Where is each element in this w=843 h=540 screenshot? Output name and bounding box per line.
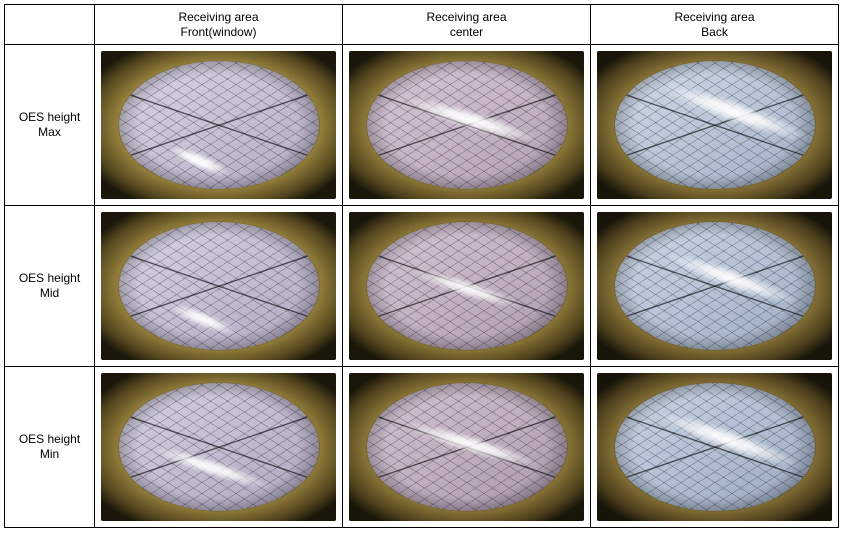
col-header-line1: Receiving area xyxy=(426,10,506,24)
row-header-line1: OES height xyxy=(19,271,80,285)
col-header-1: Receiving area center xyxy=(343,5,591,45)
wafer-cell-0-1 xyxy=(343,45,591,206)
wafer-cell-2-2 xyxy=(591,367,839,528)
wafer-image xyxy=(349,51,584,199)
wafer-cell-0-0 xyxy=(95,45,343,206)
wafer-matrix-table: Receiving area Front(window) Receiving a… xyxy=(4,4,839,528)
wafer-image xyxy=(597,212,832,360)
col-header-line2: center xyxy=(450,25,483,39)
wafer-cell-1-2 xyxy=(591,206,839,367)
wafer-cell-1-0 xyxy=(95,206,343,367)
row-header-line1: OES height xyxy=(19,110,80,124)
wafer-image xyxy=(101,373,336,521)
header-row: Receiving area Front(window) Receiving a… xyxy=(5,5,839,45)
col-header-line2: Back xyxy=(701,25,728,39)
row-header-0: OES height Max xyxy=(5,45,95,206)
row-header-line2: Max xyxy=(38,125,61,139)
wafer-image xyxy=(349,373,584,521)
row-header-line2: Min xyxy=(40,447,59,461)
wafer-image xyxy=(349,212,584,360)
col-header-line1: Receiving area xyxy=(178,10,258,24)
col-header-line2: Front(window) xyxy=(180,25,256,39)
wafer-image xyxy=(101,212,336,360)
row-header-2: OES height Min xyxy=(5,367,95,528)
row-header-line1: OES height xyxy=(19,432,80,446)
data-row-2: OES height Min xyxy=(5,367,839,528)
wafer-cell-1-1 xyxy=(343,206,591,367)
row-header-1: OES height Mid xyxy=(5,206,95,367)
wafer-cell-2-0 xyxy=(95,367,343,528)
wafer-image xyxy=(597,373,832,521)
corner-cell xyxy=(5,5,95,45)
data-row-0: OES height Max xyxy=(5,45,839,206)
wafer-image xyxy=(101,51,336,199)
col-header-2: Receiving area Back xyxy=(591,5,839,45)
col-header-0: Receiving area Front(window) xyxy=(95,5,343,45)
data-row-1: OES height Mid xyxy=(5,206,839,367)
col-header-line1: Receiving area xyxy=(674,10,754,24)
row-header-line2: Mid xyxy=(40,286,59,300)
wafer-cell-2-1 xyxy=(343,367,591,528)
wafer-image xyxy=(597,51,832,199)
wafer-cell-0-2 xyxy=(591,45,839,206)
